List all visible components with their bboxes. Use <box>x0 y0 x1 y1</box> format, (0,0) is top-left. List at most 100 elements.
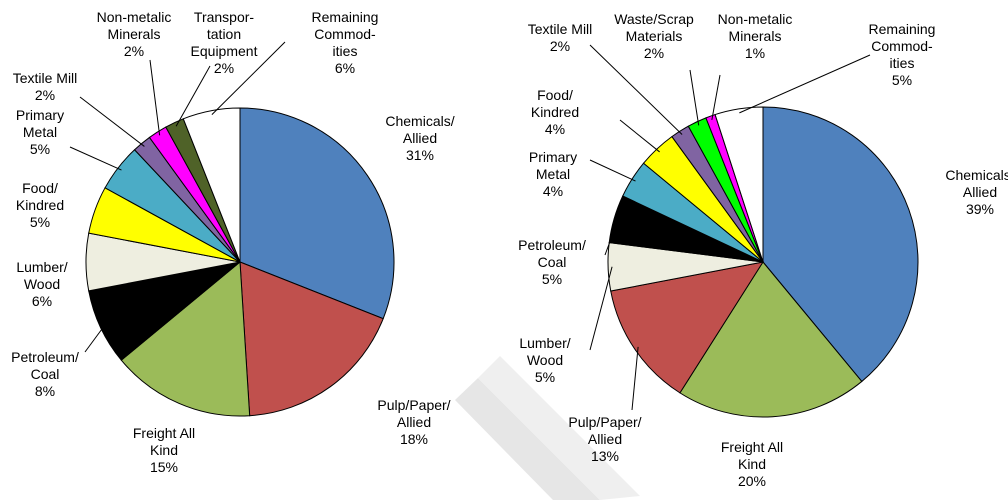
leader-line <box>589 44 683 135</box>
label-line: Allied <box>963 184 997 200</box>
pie-slice <box>239 107 395 320</box>
label-line: Kind <box>738 456 766 472</box>
slice-percent: 5% <box>535 369 555 385</box>
slice-percent: 2% <box>124 43 144 59</box>
leader-line <box>604 219 619 256</box>
label-line: Allied <box>588 431 622 447</box>
slice-label: Food/Kindred <box>16 180 64 213</box>
slice-label: Food/Kindred <box>531 87 579 120</box>
pie-slice <box>120 260 251 417</box>
watermark <box>478 356 640 500</box>
label-line: Allied <box>397 414 431 430</box>
slice-percent: 1% <box>745 45 765 61</box>
slice-label: Pulp/Paper/Allied <box>377 397 450 430</box>
label-line: Wood <box>24 276 60 292</box>
label-line: Lumber/ <box>16 259 67 275</box>
label-line: Remaining <box>869 21 936 37</box>
label-line: Coal <box>31 366 60 382</box>
label-line: Minerals <box>729 28 782 44</box>
label-line: tation <box>207 26 241 42</box>
slice-percent: 2% <box>35 87 55 103</box>
slice-percent: 31% <box>406 147 434 163</box>
slice-label: Non-metalic Minerals <box>718 11 793 44</box>
label-line: Petroleum/ <box>11 349 79 365</box>
slice-label: Primary Metal <box>16 107 64 140</box>
leader-line <box>711 74 721 121</box>
slice-label: Remaining Commod-ities <box>312 9 379 59</box>
label-line: Petroleum/ <box>518 237 586 253</box>
label-line: Wood <box>527 352 563 368</box>
slice-label: Lumber/Wood <box>519 335 570 368</box>
label-line: Chemicals/ <box>945 167 1008 183</box>
slice-label: Chemicals/Allied <box>385 113 454 146</box>
slice-label: Freight All Kind <box>721 439 783 472</box>
slice-percent: 2% <box>214 60 234 76</box>
leader-line <box>589 159 636 182</box>
slice-label: Petroleum/Coal <box>518 237 586 270</box>
slice-percent: 2% <box>550 38 570 54</box>
label-line: Coal <box>538 254 567 270</box>
slice-label: Non-metalic Minerals <box>97 9 172 42</box>
leader-line <box>175 65 211 127</box>
label-line: ities <box>890 55 915 71</box>
slice-percent: 5% <box>30 141 50 157</box>
slice-percent: 5% <box>30 214 50 230</box>
label-line: Kindred <box>531 104 579 120</box>
slice-percent: 8% <box>35 383 55 399</box>
pie-slice <box>610 261 765 394</box>
slice-label: Petroleum/Coal <box>11 349 79 382</box>
leader-line <box>84 325 105 353</box>
label-line: Primary <box>16 107 64 123</box>
pie-slice <box>182 107 241 263</box>
label-line: Materials <box>626 28 683 44</box>
label-line: Lumber/ <box>519 335 570 351</box>
slice-percent: 39% <box>966 201 994 217</box>
pie-slice <box>762 106 919 383</box>
slice-label: Freight All Kind <box>133 425 195 458</box>
leader-line <box>631 346 639 411</box>
label-line: Transpor- <box>194 9 255 25</box>
pie-slice <box>714 106 764 263</box>
label-line: Metal <box>23 124 57 140</box>
label-line: Kind <box>150 442 178 458</box>
slice-percent: 5% <box>892 72 912 88</box>
label-line: ities <box>333 43 358 59</box>
slice-label: Primary Metal <box>529 149 577 182</box>
slice-percent: 6% <box>32 293 52 309</box>
slice-label: Chemicals/Allied <box>945 167 1008 200</box>
leader-line <box>149 59 161 136</box>
label-line: Waste/Scrap <box>614 11 694 27</box>
slice-percent: 2% <box>644 45 664 61</box>
pie-slice <box>239 261 384 417</box>
label-line: Freight All <box>133 425 195 441</box>
leader-line <box>79 96 145 147</box>
pie-slice <box>679 261 863 418</box>
slice-label: Pulp/Paper/Allied <box>568 414 641 447</box>
slice-percent: 15% <box>150 459 178 475</box>
leader-line <box>69 146 122 171</box>
slice-percent: 20% <box>738 473 766 489</box>
slice-label: Textile Mill <box>13 70 78 86</box>
label-line: Non-metalic <box>718 11 793 27</box>
label-line: Kindred <box>16 197 64 213</box>
slice-label: Lumber/Wood <box>16 259 67 292</box>
label-line: Textile Mill <box>13 70 78 86</box>
slice-percent: 6% <box>335 60 355 76</box>
label-line: Food/ <box>22 180 58 196</box>
label-line: Non-metalic <box>97 9 172 25</box>
label-line: Food/ <box>537 87 573 103</box>
label-line: Equipment <box>191 43 258 59</box>
label-line: Textile Mill <box>528 21 593 37</box>
slice-percent: 13% <box>591 448 619 464</box>
slice-percent: 18% <box>400 431 428 447</box>
label-line: Commod- <box>871 38 933 54</box>
leader-line <box>619 119 660 153</box>
slice-percent: 4% <box>543 183 563 199</box>
leader-line <box>689 69 700 126</box>
leader-line <box>211 41 286 116</box>
slice-label: Waste/Scrap Materials <box>614 11 694 44</box>
leader-line <box>739 54 871 114</box>
label-line: Remaining <box>312 9 379 25</box>
leader-line <box>589 266 613 351</box>
label-line: Pulp/Paper/ <box>568 414 641 430</box>
